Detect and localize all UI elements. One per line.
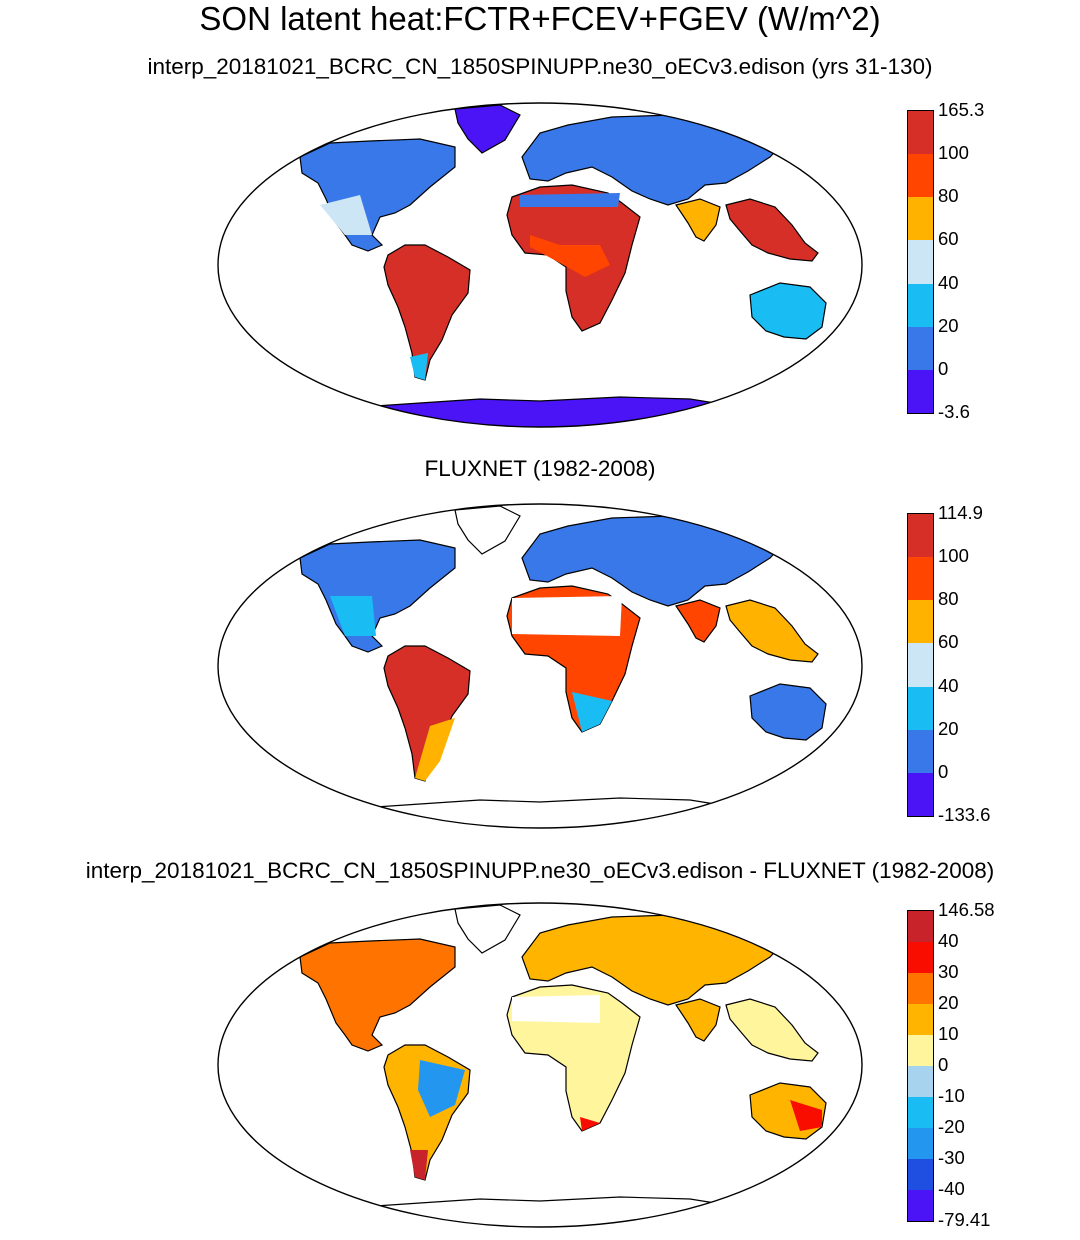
panel-2-map: [217, 503, 863, 829]
colorbar-tick-label: 40: [938, 930, 959, 951]
colorbar-swatch: [908, 369, 933, 413]
colorbar-tick-label: -20: [938, 1116, 965, 1137]
southeast-asia: [725, 599, 819, 663]
colorbar-swatch: [908, 326, 933, 370]
colorbar-swatch: [908, 111, 933, 155]
colorbar-swatch: [908, 686, 933, 730]
north-america: [299, 539, 456, 653]
colorbar-tick-label: -133.6: [938, 804, 991, 825]
colorbar-tick-label: 0: [938, 357, 949, 379]
colorbar-tick-label: 80: [938, 185, 959, 207]
colorbar-swatch: [908, 911, 933, 942]
southeast-asia: [725, 998, 819, 1062]
globe-outline: [217, 503, 863, 829]
colorbar-swatch: [908, 1190, 933, 1221]
north-america: [299, 938, 456, 1052]
north-america: [299, 138, 456, 252]
panel-3-colorbar: [907, 910, 934, 1222]
colorbar-swatch: [908, 1035, 933, 1066]
australia: [749, 282, 827, 340]
colorbar-swatch: [908, 557, 933, 601]
india: [675, 198, 721, 242]
colorbar-swatch: [908, 643, 933, 687]
colorbar-swatch: [908, 1066, 933, 1097]
colorbar-swatch: [908, 154, 933, 198]
colorbar-swatch: [908, 1128, 933, 1159]
india: [675, 998, 721, 1042]
panel-3-map: [217, 902, 863, 1228]
australia: [749, 683, 827, 741]
colorbar-tick-label: 20: [938, 717, 959, 739]
colorbar-tick-label: -3.6: [938, 401, 970, 422]
india: [675, 599, 721, 643]
colorbar-swatch: [908, 1004, 933, 1035]
colorbar-tick-label: -40: [938, 1178, 965, 1199]
colorbar-swatch: [908, 772, 933, 816]
colorbar-tick-label: 40: [938, 674, 959, 696]
panel-1-colorbar: [907, 110, 934, 414]
colorbar-tick-label: 20: [938, 992, 959, 1013]
southeast-asia: [725, 198, 819, 262]
colorbar-tick-label: 114.9: [938, 502, 983, 523]
colorbar-tick-label: 146.58: [938, 899, 995, 920]
figure-title: SON latent heat:FCTR+FCEV+FGEV (W/m^2): [199, 0, 881, 37]
colorbar-tick-label: 20: [938, 314, 959, 336]
colorbar-swatch: [908, 514, 933, 558]
panel-1-subtitle: interp_20181021_BCRC_CN_1850SPINUPP.ne30…: [147, 54, 933, 79]
colorbar-swatch: [908, 1097, 933, 1128]
globe-outline: [217, 102, 863, 428]
greenland: [454, 904, 521, 954]
colorbar-swatch: [908, 1159, 933, 1190]
colorbar-tick-label: -10: [938, 1085, 965, 1106]
globe-outline: [217, 902, 863, 1228]
colorbar-swatch: [908, 729, 933, 773]
colorbar-swatch: [908, 240, 933, 284]
colorbar-tick-label: 40: [938, 271, 959, 293]
colorbar-tick-label: 60: [938, 631, 959, 653]
colorbar-tick-label: 60: [938, 228, 959, 250]
greenland: [454, 104, 521, 154]
panel-1-map: [217, 102, 863, 428]
panel-3-subtitle: interp_20181021_BCRC_CN_1850SPINUPP.ne30…: [85, 858, 995, 883]
colorbar-tick-label: 10: [938, 1023, 959, 1044]
colorbar-tick-label: 0: [938, 1054, 949, 1075]
colorbar-tick-label: 0: [938, 760, 949, 782]
colorbar-swatch: [908, 973, 933, 1004]
colorbar-swatch: [908, 197, 933, 241]
colorbar-tick-label: 30: [938, 961, 959, 982]
greenland: [454, 505, 521, 555]
panel-2-colorbar: [907, 513, 934, 817]
colorbar-tick-label: 100: [938, 545, 969, 567]
colorbar-swatch: [908, 600, 933, 644]
colorbar-tick-label: 165.3: [938, 99, 985, 120]
colorbar-swatch: [908, 283, 933, 327]
colorbar-tick-label: 80: [938, 588, 959, 610]
colorbar-tick-label: -79.41: [938, 1209, 991, 1230]
colorbar-tick-label: -30: [938, 1147, 965, 1168]
panel-2-subtitle: FLUXNET (1982-2008): [424, 456, 656, 481]
colorbar-tick-label: 100: [938, 142, 969, 164]
colorbar-swatch: [908, 942, 933, 973]
